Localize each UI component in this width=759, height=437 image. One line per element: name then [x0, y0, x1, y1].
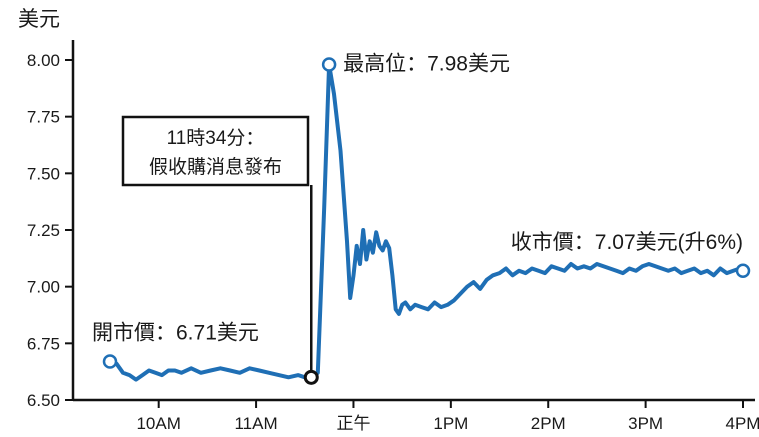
y-tick-label: 6.50 [27, 391, 60, 410]
x-tick-label: 1PM [433, 414, 468, 433]
high-price-label: 最高位：7.98美元 [343, 53, 510, 76]
price-line [108, 62, 745, 382]
event-marker [303, 369, 319, 385]
y-tick-label: 7.25 [27, 221, 60, 240]
y-axis: 8.00 7.75 7.50 7.25 7.00 6.75 6.50 [27, 40, 75, 410]
x-axis: 10AM 11AM 正午 1PM 2PM 3PM 4PM [73, 398, 759, 433]
x-tick-label: 3PM [628, 414, 663, 433]
y-tick-label: 7.50 [27, 164, 60, 183]
x-tick-label: 11AM [234, 414, 277, 433]
y-tick-label: 8.00 [27, 51, 60, 70]
y-tick-label: 6.75 [27, 334, 60, 353]
y-tick-label: 7.00 [27, 278, 60, 297]
callout-line-1: 11時34分： [167, 127, 265, 149]
y-tick-label: 7.75 [27, 108, 60, 127]
y-axis-label: 美元 [18, 8, 60, 31]
callout-line-2: 假收購消息發布 [149, 156, 282, 178]
open-price-marker [102, 354, 118, 369]
high-price-marker [321, 57, 337, 72]
open-price-label: 開市價：6.71美元 [92, 321, 259, 344]
x-tick-label: 4PM [726, 414, 759, 433]
close-price-marker [735, 263, 751, 279]
x-tick-label: 2PM [531, 414, 566, 433]
x-tick-label: 10AM [136, 414, 180, 433]
event-callout: 11時34分： 假收購消息發布 [121, 115, 313, 372]
callout-box [121, 115, 310, 187]
x-tick-label: 正午 [336, 414, 370, 433]
close-price-label: 收市價：7.07美元(升6%) [511, 231, 743, 254]
